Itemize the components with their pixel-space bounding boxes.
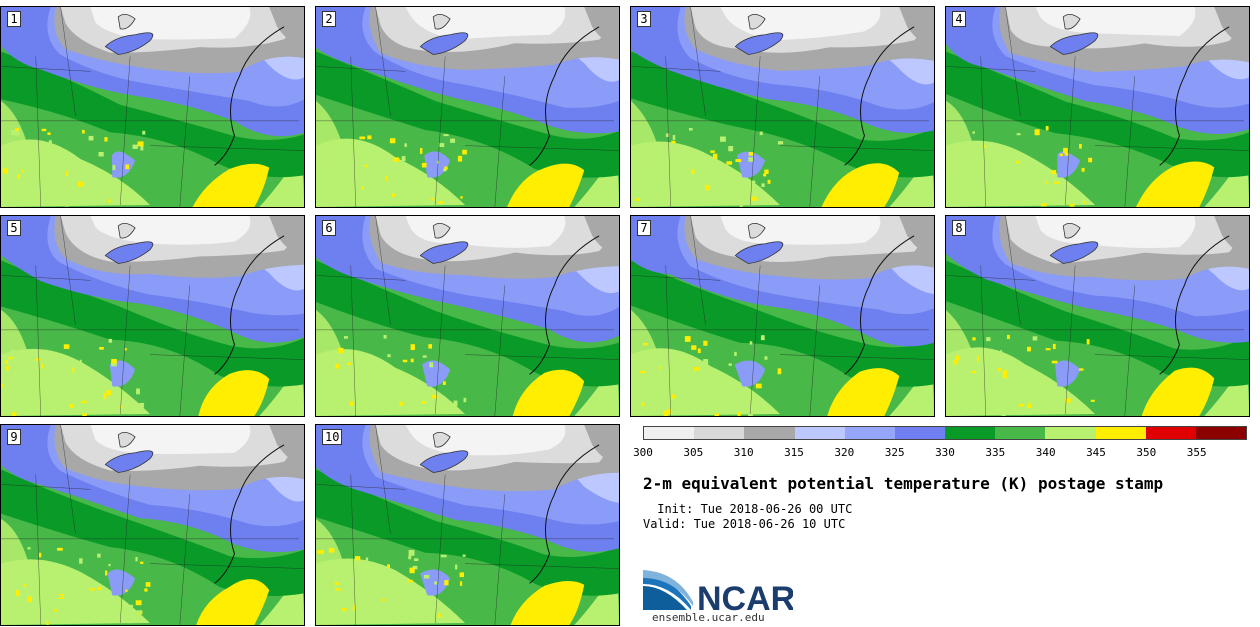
colorbar-tick-label: 350 xyxy=(1136,446,1157,459)
postage-stamp-panel: 10 xyxy=(315,424,620,626)
valid-time: Valid: Tue 2018-06-26 10 UTC xyxy=(643,517,846,531)
panel-number-label: 1 xyxy=(7,11,21,27)
colorbar-segment xyxy=(995,427,1046,439)
colorbar-segment xyxy=(694,427,745,439)
colorbar-segment xyxy=(1145,427,1196,439)
colorbar-tick-label: 335 xyxy=(985,446,1006,459)
postage-stamp-panel: 5 xyxy=(0,215,305,417)
panel-number-label: 3 xyxy=(637,11,651,27)
postage-stamp-panel: 9 xyxy=(0,424,305,626)
colorbar-segment xyxy=(744,427,795,439)
panel-number-label: 2 xyxy=(322,11,336,27)
colorbar-segment xyxy=(794,427,845,439)
colorbar-segment xyxy=(894,427,946,439)
colorbar-tick-label: 330 xyxy=(935,446,955,459)
panel-number-label: 7 xyxy=(637,220,651,236)
colorbar-tick-label: 310 xyxy=(733,446,754,459)
ncar-logo: NCAR xyxy=(643,570,795,618)
postage-stamp-panel: 8 xyxy=(945,215,1250,417)
colorbar-segment xyxy=(644,427,695,439)
colorbar-tick-label: 345 xyxy=(1086,446,1106,459)
colorbar-tick-label: 320 xyxy=(834,446,855,459)
postage-stamp-panel: 6 xyxy=(315,215,620,417)
colorbar-segment xyxy=(1045,427,1096,439)
postage-stamp-panel: 1 xyxy=(0,6,305,208)
colorbar-tick-label: 300 xyxy=(633,446,653,459)
chart-title: 2-m equivalent potential temperature (K)… xyxy=(643,474,1164,493)
colorbar-segment xyxy=(945,427,996,439)
panel-number-label: 6 xyxy=(322,220,336,236)
colorbar-segment xyxy=(844,427,895,439)
postage-stamp-panel: 2 xyxy=(315,6,620,208)
panel-number-label: 5 xyxy=(7,220,21,236)
logo-url: ensemble.ucar.edu xyxy=(652,611,765,624)
colorbar-tick-label: 340 xyxy=(1035,446,1056,459)
colorbar xyxy=(643,426,1247,440)
postage-stamp-panel: 7 xyxy=(630,215,935,417)
postage-stamp-panel: 4 xyxy=(945,6,1250,208)
colorbar-segment xyxy=(1195,427,1247,439)
colorbar-segment xyxy=(1095,427,1146,439)
postage-stamp-panel: 3 xyxy=(630,6,935,208)
colorbar-tick-label: 325 xyxy=(884,446,905,459)
panel-number-label: 4 xyxy=(952,11,966,27)
colorbar-tick-label: 355 xyxy=(1186,446,1207,459)
panel-number-label: 10 xyxy=(322,429,343,445)
colorbar-tick-label: 305 xyxy=(683,446,704,459)
logo-wordmark: NCAR xyxy=(697,580,793,614)
colorbar-tick-label: 315 xyxy=(784,446,804,459)
init-time: Init: Tue 2018-06-26 00 UTC xyxy=(650,502,853,516)
panel-number-label: 9 xyxy=(7,429,21,445)
panel-number-label: 8 xyxy=(952,220,966,236)
